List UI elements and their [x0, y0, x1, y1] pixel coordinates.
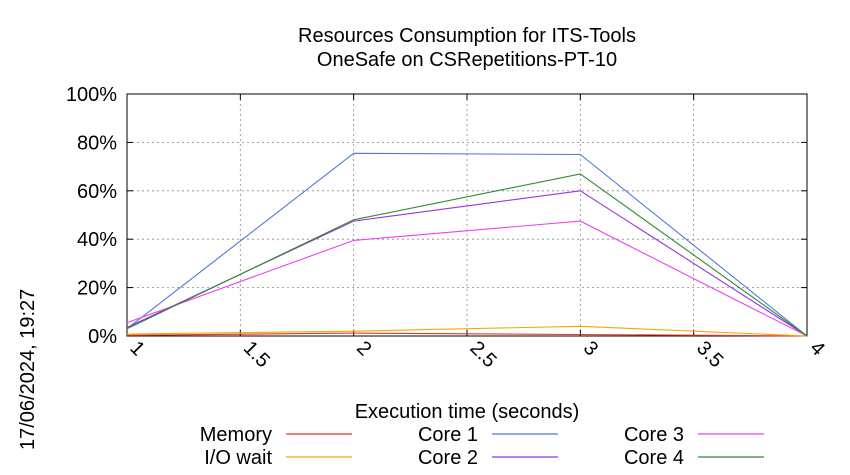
gridlines [127, 94, 807, 336]
x-tick-label: 2 [352, 337, 375, 360]
legend-i-o-wait-label: I/O wait [204, 447, 272, 469]
series-line-core-4 [126, 173, 808, 337]
legend-core-3-label: Core 3 [624, 424, 684, 446]
chart-title-line-1: Resources Consumption for ITS-Tools [298, 25, 636, 47]
x-tick-label: 1.5 [239, 337, 274, 372]
x-tick-label: 4 [805, 337, 828, 360]
x-tick-label: 2.5 [465, 337, 500, 372]
chart-title-line-2: OneSafe on CSRepetitions-PT-10 [317, 49, 617, 71]
legend-memory-label: Memory [200, 424, 272, 446]
x-tick-label: 3.5 [692, 337, 727, 372]
y-tick-label: 100% [66, 84, 117, 106]
y-tick-label: 0% [88, 326, 117, 348]
series-lines [126, 152, 808, 337]
y-tick-label: 40% [77, 229, 117, 251]
series-line-memory [126, 332, 808, 337]
x-axis-label: Execution time (seconds) [355, 401, 580, 423]
timestamp-label: 17/06/2024, 19:27 [17, 289, 39, 450]
legend-core-4-label: Core 4 [624, 447, 684, 469]
series-line-i-o-wait [126, 325, 808, 337]
x-tick-label: 1 [125, 337, 148, 360]
y-tick-label: 20% [77, 278, 117, 300]
x-axis-ticks: 1 1.5 2 2.5 3 3.5 4 [125, 94, 829, 372]
legend-core-2-label: Core 2 [418, 447, 478, 469]
y-tick-label: 60% [77, 181, 117, 203]
series-line-core-3 [126, 220, 808, 337]
x-tick-label: 3 [579, 337, 602, 360]
y-tick-label: 80% [77, 132, 117, 154]
y-axis-ticks: 0% 20% 40% 60% 80% 100% [66, 84, 807, 348]
series-line-core-1 [126, 152, 808, 337]
legend-core-1-label: Core 1 [418, 424, 478, 446]
